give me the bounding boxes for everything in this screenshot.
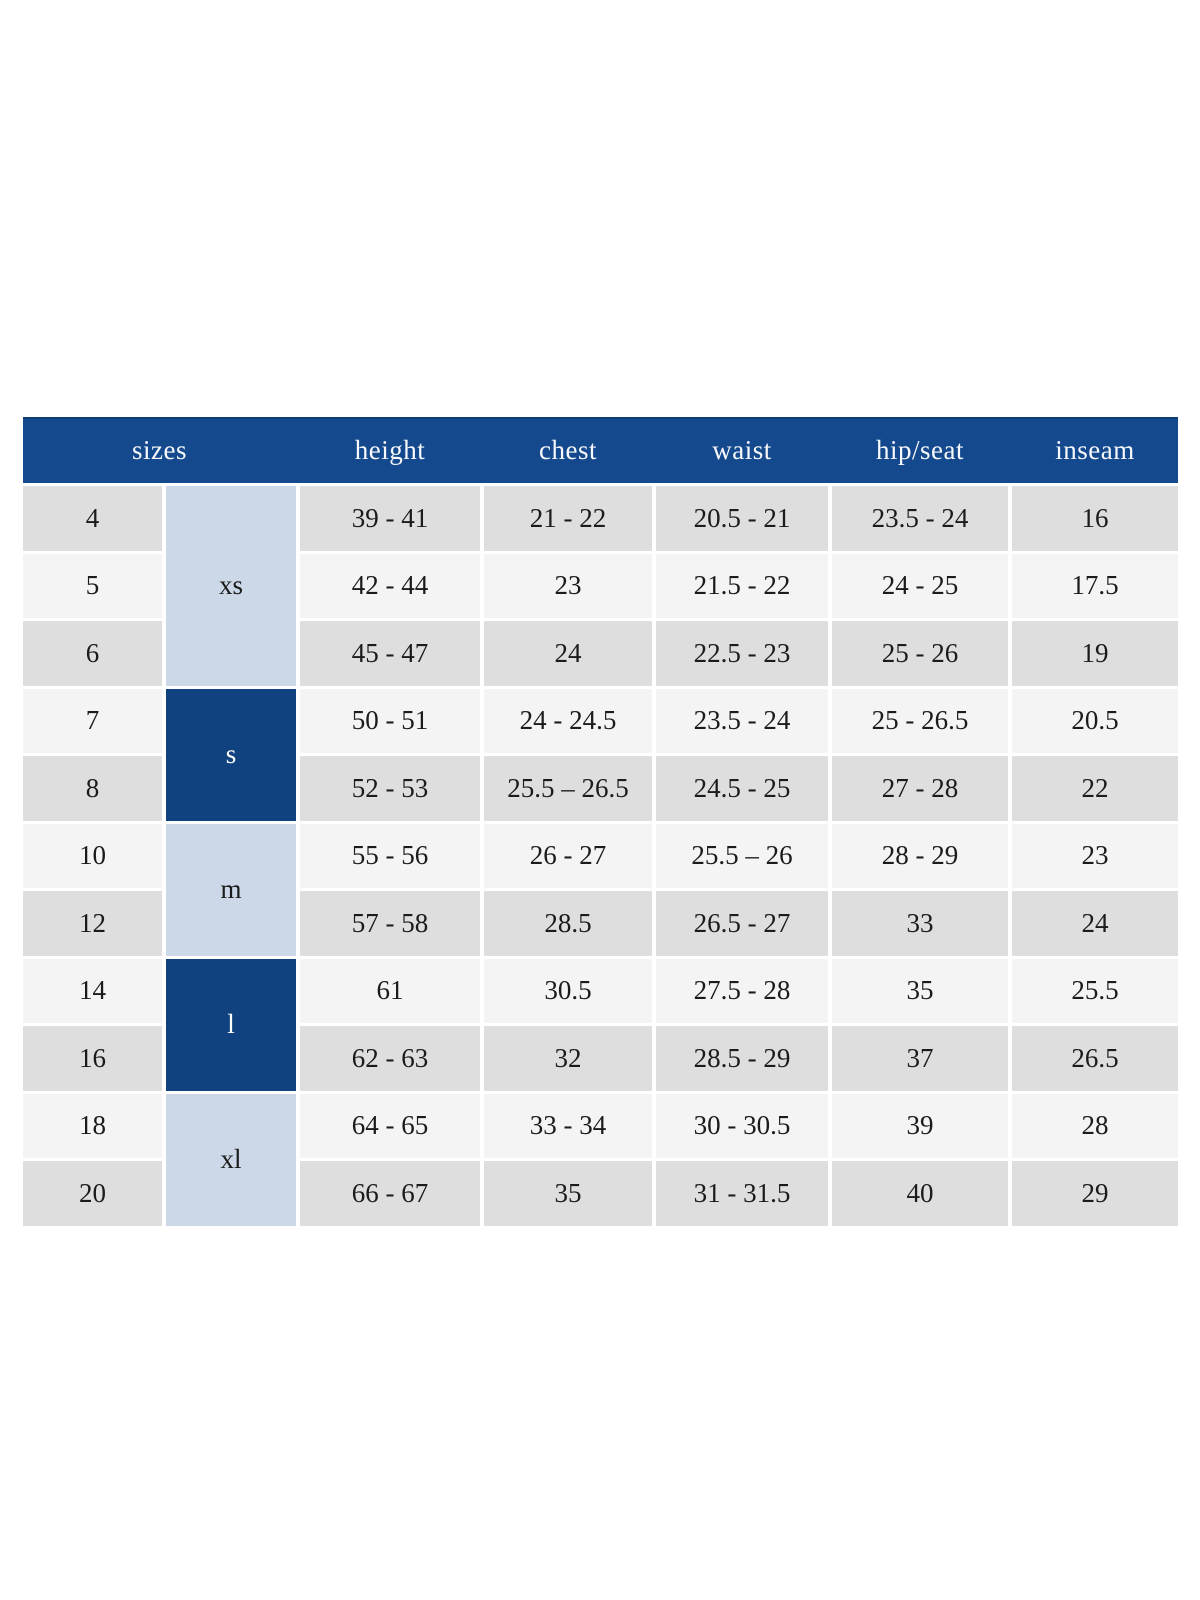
size-group-cell-m: m [166,823,296,956]
waist-cell: 30 - 30.5 [656,1093,828,1158]
waist-cell: 24.5 - 25 [656,756,828,821]
waist-cell: 22.5 - 23 [656,621,828,686]
height-cell: 61 [300,958,480,1023]
size-cell: 18 [23,1093,162,1158]
waist-cell: 25.5 – 26 [656,823,828,888]
size-cell: 8 [23,756,162,821]
hip-seat-cell: 35 [832,958,1008,1023]
chest-cell: 33 - 34 [484,1093,652,1158]
table-header-bar [23,417,1178,483]
size-cell: 4 [23,486,162,551]
chest-cell: 32 [484,1026,652,1091]
height-cell: 42 - 44 [300,553,480,618]
inseam-cell: 28 [1012,1093,1178,1158]
height-cell: 50 - 51 [300,688,480,753]
hip-seat-cell: 24 - 25 [832,553,1008,618]
chest-cell: 28.5 [484,891,652,956]
inseam-cell: 20.5 [1012,688,1178,753]
column-header-waist: waist [712,434,772,465]
height-cell: 45 - 47 [300,621,480,686]
size-chart-table: sizes height chest waist hip/seat inseam… [23,417,1178,1226]
waist-cell: 21.5 - 22 [656,553,828,618]
size-cell: 14 [23,958,162,1023]
hip-seat-cell: 28 - 29 [832,823,1008,888]
size-cell: 7 [23,688,162,753]
hip-seat-cell: 25 - 26 [832,621,1008,686]
inseam-cell: 24 [1012,891,1178,956]
waist-cell: 28.5 - 29 [656,1026,828,1091]
height-cell: 55 - 56 [300,823,480,888]
hip-seat-cell: 39 [832,1093,1008,1158]
height-cell: 66 - 67 [300,1161,480,1226]
height-cell: 57 - 58 [300,891,480,956]
inseam-cell: 17.5 [1012,553,1178,618]
waist-cell: 31 - 31.5 [656,1161,828,1226]
column-header-hip-seat: hip/seat [876,434,964,465]
chest-cell: 24 [484,621,652,686]
column-header-inseam: inseam [1055,434,1135,465]
chest-cell: 35 [484,1161,652,1226]
inseam-cell: 23 [1012,823,1178,888]
size-group-cell-s: s [166,688,296,821]
size-group-cell-xl: xl [166,1093,296,1226]
size-cell: 5 [23,553,162,618]
hip-seat-cell: 40 [832,1161,1008,1226]
waist-cell: 27.5 - 28 [656,958,828,1023]
height-cell: 39 - 41 [300,486,480,551]
size-group-cell-l: l [166,958,296,1091]
inseam-cell: 19 [1012,621,1178,686]
size-cell: 20 [23,1161,162,1226]
column-header-height: height [354,434,426,465]
hip-seat-cell: 33 [832,891,1008,956]
hip-seat-cell: 23.5 - 24 [832,486,1008,551]
size-cell: 10 [23,823,162,888]
inseam-cell: 22 [1012,756,1178,821]
chest-cell: 26 - 27 [484,823,652,888]
height-cell: 52 - 53 [300,756,480,821]
height-cell: 62 - 63 [300,1026,480,1091]
waist-cell: 26.5 - 27 [656,891,828,956]
size-cell: 12 [23,891,162,956]
size-cell: 16 [23,1026,162,1091]
chest-cell: 21 - 22 [484,486,652,551]
chest-cell: 30.5 [484,958,652,1023]
inseam-cell: 26.5 [1012,1026,1178,1091]
size-cell: 6 [23,621,162,686]
height-cell: 64 - 65 [300,1093,480,1158]
hip-seat-cell: 37 [832,1026,1008,1091]
chest-cell: 23 [484,553,652,618]
waist-cell: 20.5 - 21 [656,486,828,551]
column-header-sizes: sizes [132,434,187,465]
inseam-cell: 16 [1012,486,1178,551]
size-group-cell-xs: xs [166,486,296,686]
hip-seat-cell: 27 - 28 [832,756,1008,821]
hip-seat-cell: 25 - 26.5 [832,688,1008,753]
inseam-cell: 25.5 [1012,958,1178,1023]
chest-cell: 25.5 – 26.5 [484,756,652,821]
waist-cell: 23.5 - 24 [656,688,828,753]
column-header-chest: chest [539,434,597,465]
chest-cell: 24 - 24.5 [484,688,652,753]
inseam-cell: 29 [1012,1161,1178,1226]
